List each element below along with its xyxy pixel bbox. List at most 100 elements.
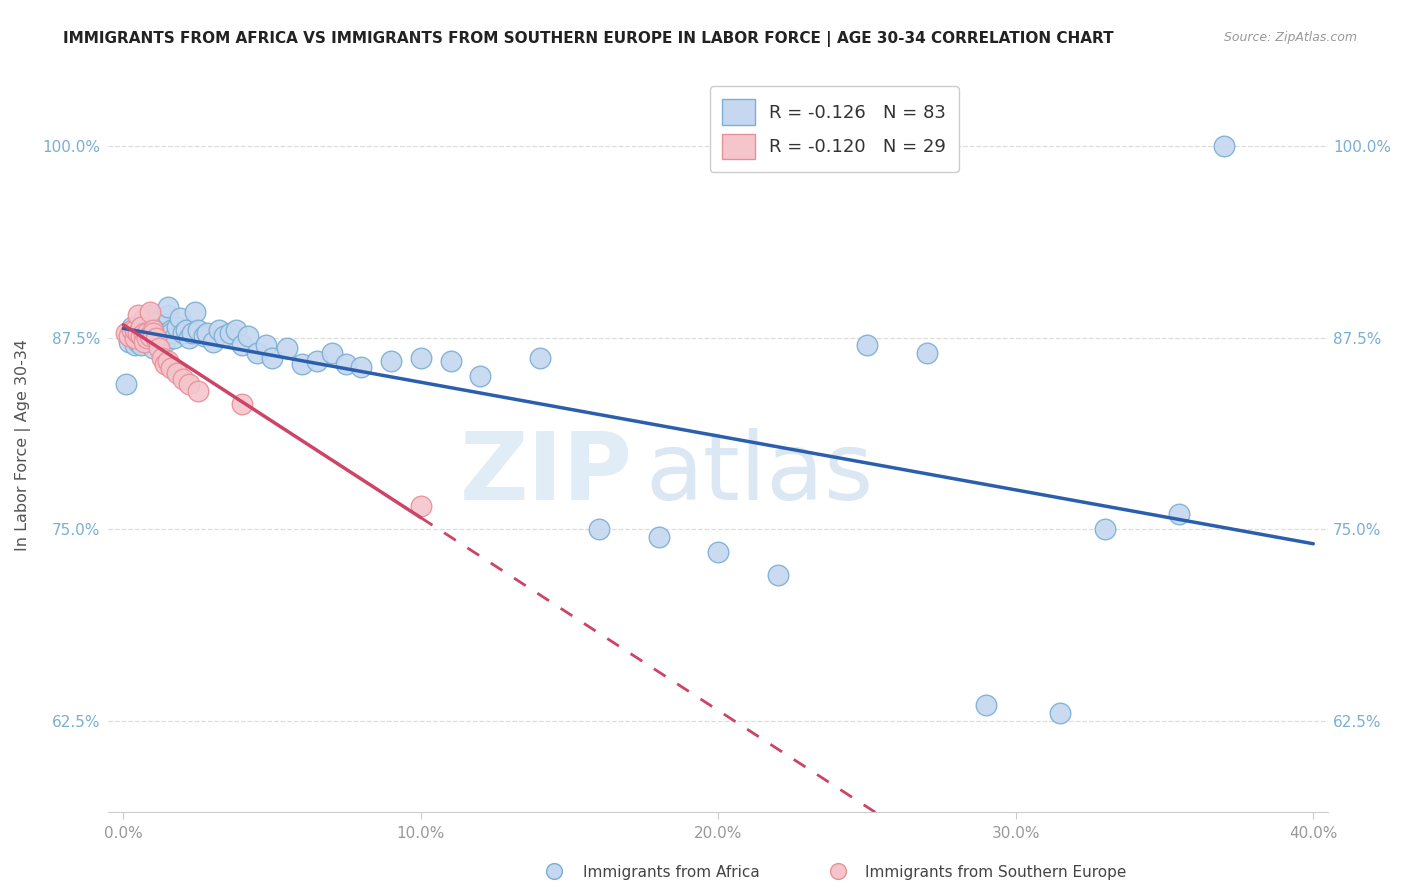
Point xyxy=(543,864,565,879)
Point xyxy=(148,331,170,345)
Point xyxy=(246,346,269,360)
Point xyxy=(648,530,671,544)
Point xyxy=(121,326,143,340)
Point xyxy=(409,499,432,513)
Point xyxy=(201,335,224,350)
Point xyxy=(766,568,789,582)
Point xyxy=(214,329,236,343)
Point xyxy=(148,342,170,356)
Point xyxy=(163,331,186,345)
Point xyxy=(139,308,162,322)
Point xyxy=(177,331,200,345)
Point xyxy=(121,323,143,337)
Point xyxy=(1213,139,1236,153)
Point xyxy=(238,329,260,343)
Point xyxy=(915,346,938,360)
Point xyxy=(529,351,551,365)
Point xyxy=(193,329,215,343)
Point xyxy=(231,396,253,410)
Point xyxy=(145,331,167,345)
Point xyxy=(121,320,143,334)
Point xyxy=(134,310,156,325)
Point xyxy=(139,326,162,340)
Point xyxy=(156,308,179,322)
Point xyxy=(121,331,143,345)
Point xyxy=(172,326,194,340)
Point xyxy=(350,359,373,374)
Point xyxy=(174,323,197,337)
Point xyxy=(124,338,146,352)
Point xyxy=(707,545,730,559)
Point xyxy=(129,320,152,334)
Point xyxy=(380,353,402,368)
Point xyxy=(166,366,188,380)
Point xyxy=(139,304,162,318)
Point xyxy=(225,323,247,337)
Point xyxy=(127,308,149,322)
Point xyxy=(219,326,242,340)
Point xyxy=(153,335,176,350)
Point xyxy=(118,329,141,343)
Text: Immigrants from Southern Europe: Immigrants from Southern Europe xyxy=(865,865,1126,880)
Point xyxy=(409,351,432,365)
Point xyxy=(129,338,152,352)
Point xyxy=(470,369,492,384)
Point xyxy=(588,522,610,536)
Text: IMMIGRANTS FROM AFRICA VS IMMIGRANTS FROM SOUTHERN EUROPE IN LABOR FORCE | AGE 3: IMMIGRANTS FROM AFRICA VS IMMIGRANTS FRO… xyxy=(63,31,1114,47)
Point xyxy=(142,326,165,340)
Point xyxy=(150,329,173,343)
Point xyxy=(169,310,191,325)
Point xyxy=(305,353,328,368)
Point xyxy=(136,331,159,345)
Y-axis label: In Labor Force | Age 30-34: In Labor Force | Age 30-34 xyxy=(15,339,31,551)
Point xyxy=(231,338,253,352)
Point xyxy=(180,326,202,340)
Point xyxy=(115,326,138,340)
Point xyxy=(127,329,149,343)
Point xyxy=(1168,507,1191,521)
Text: ZIP: ZIP xyxy=(460,428,633,520)
Point xyxy=(160,323,183,337)
Point xyxy=(856,338,879,352)
Point xyxy=(129,329,152,343)
Point xyxy=(187,323,209,337)
Point xyxy=(134,329,156,343)
Point xyxy=(160,326,183,340)
Point xyxy=(195,326,218,340)
Point xyxy=(142,342,165,356)
Point xyxy=(145,329,167,343)
Point xyxy=(136,320,159,334)
Point xyxy=(335,357,357,371)
Point xyxy=(183,304,205,318)
Point xyxy=(127,326,149,340)
Point xyxy=(127,326,149,340)
Point xyxy=(172,372,194,386)
Point xyxy=(142,335,165,350)
Point xyxy=(177,376,200,391)
Point xyxy=(118,335,141,350)
Point xyxy=(142,326,165,340)
Point xyxy=(136,329,159,343)
Point xyxy=(139,332,162,346)
Point xyxy=(148,314,170,328)
Legend: R = -0.126   N = 83, R = -0.120   N = 29: R = -0.126 N = 83, R = -0.120 N = 29 xyxy=(710,87,959,172)
Point xyxy=(145,323,167,337)
Point xyxy=(160,361,183,376)
Point xyxy=(1094,522,1116,536)
Point xyxy=(129,331,152,345)
Point xyxy=(262,351,284,365)
Point xyxy=(439,353,461,368)
Point xyxy=(142,323,165,337)
Point xyxy=(254,338,277,352)
Point xyxy=(134,335,156,350)
Point xyxy=(134,326,156,340)
Point xyxy=(153,326,176,340)
Point xyxy=(276,342,298,356)
Point xyxy=(974,698,997,713)
Point xyxy=(127,332,149,346)
Point xyxy=(127,335,149,350)
Point xyxy=(129,320,152,334)
Point xyxy=(207,323,229,337)
Point xyxy=(124,331,146,345)
Point xyxy=(827,864,849,879)
